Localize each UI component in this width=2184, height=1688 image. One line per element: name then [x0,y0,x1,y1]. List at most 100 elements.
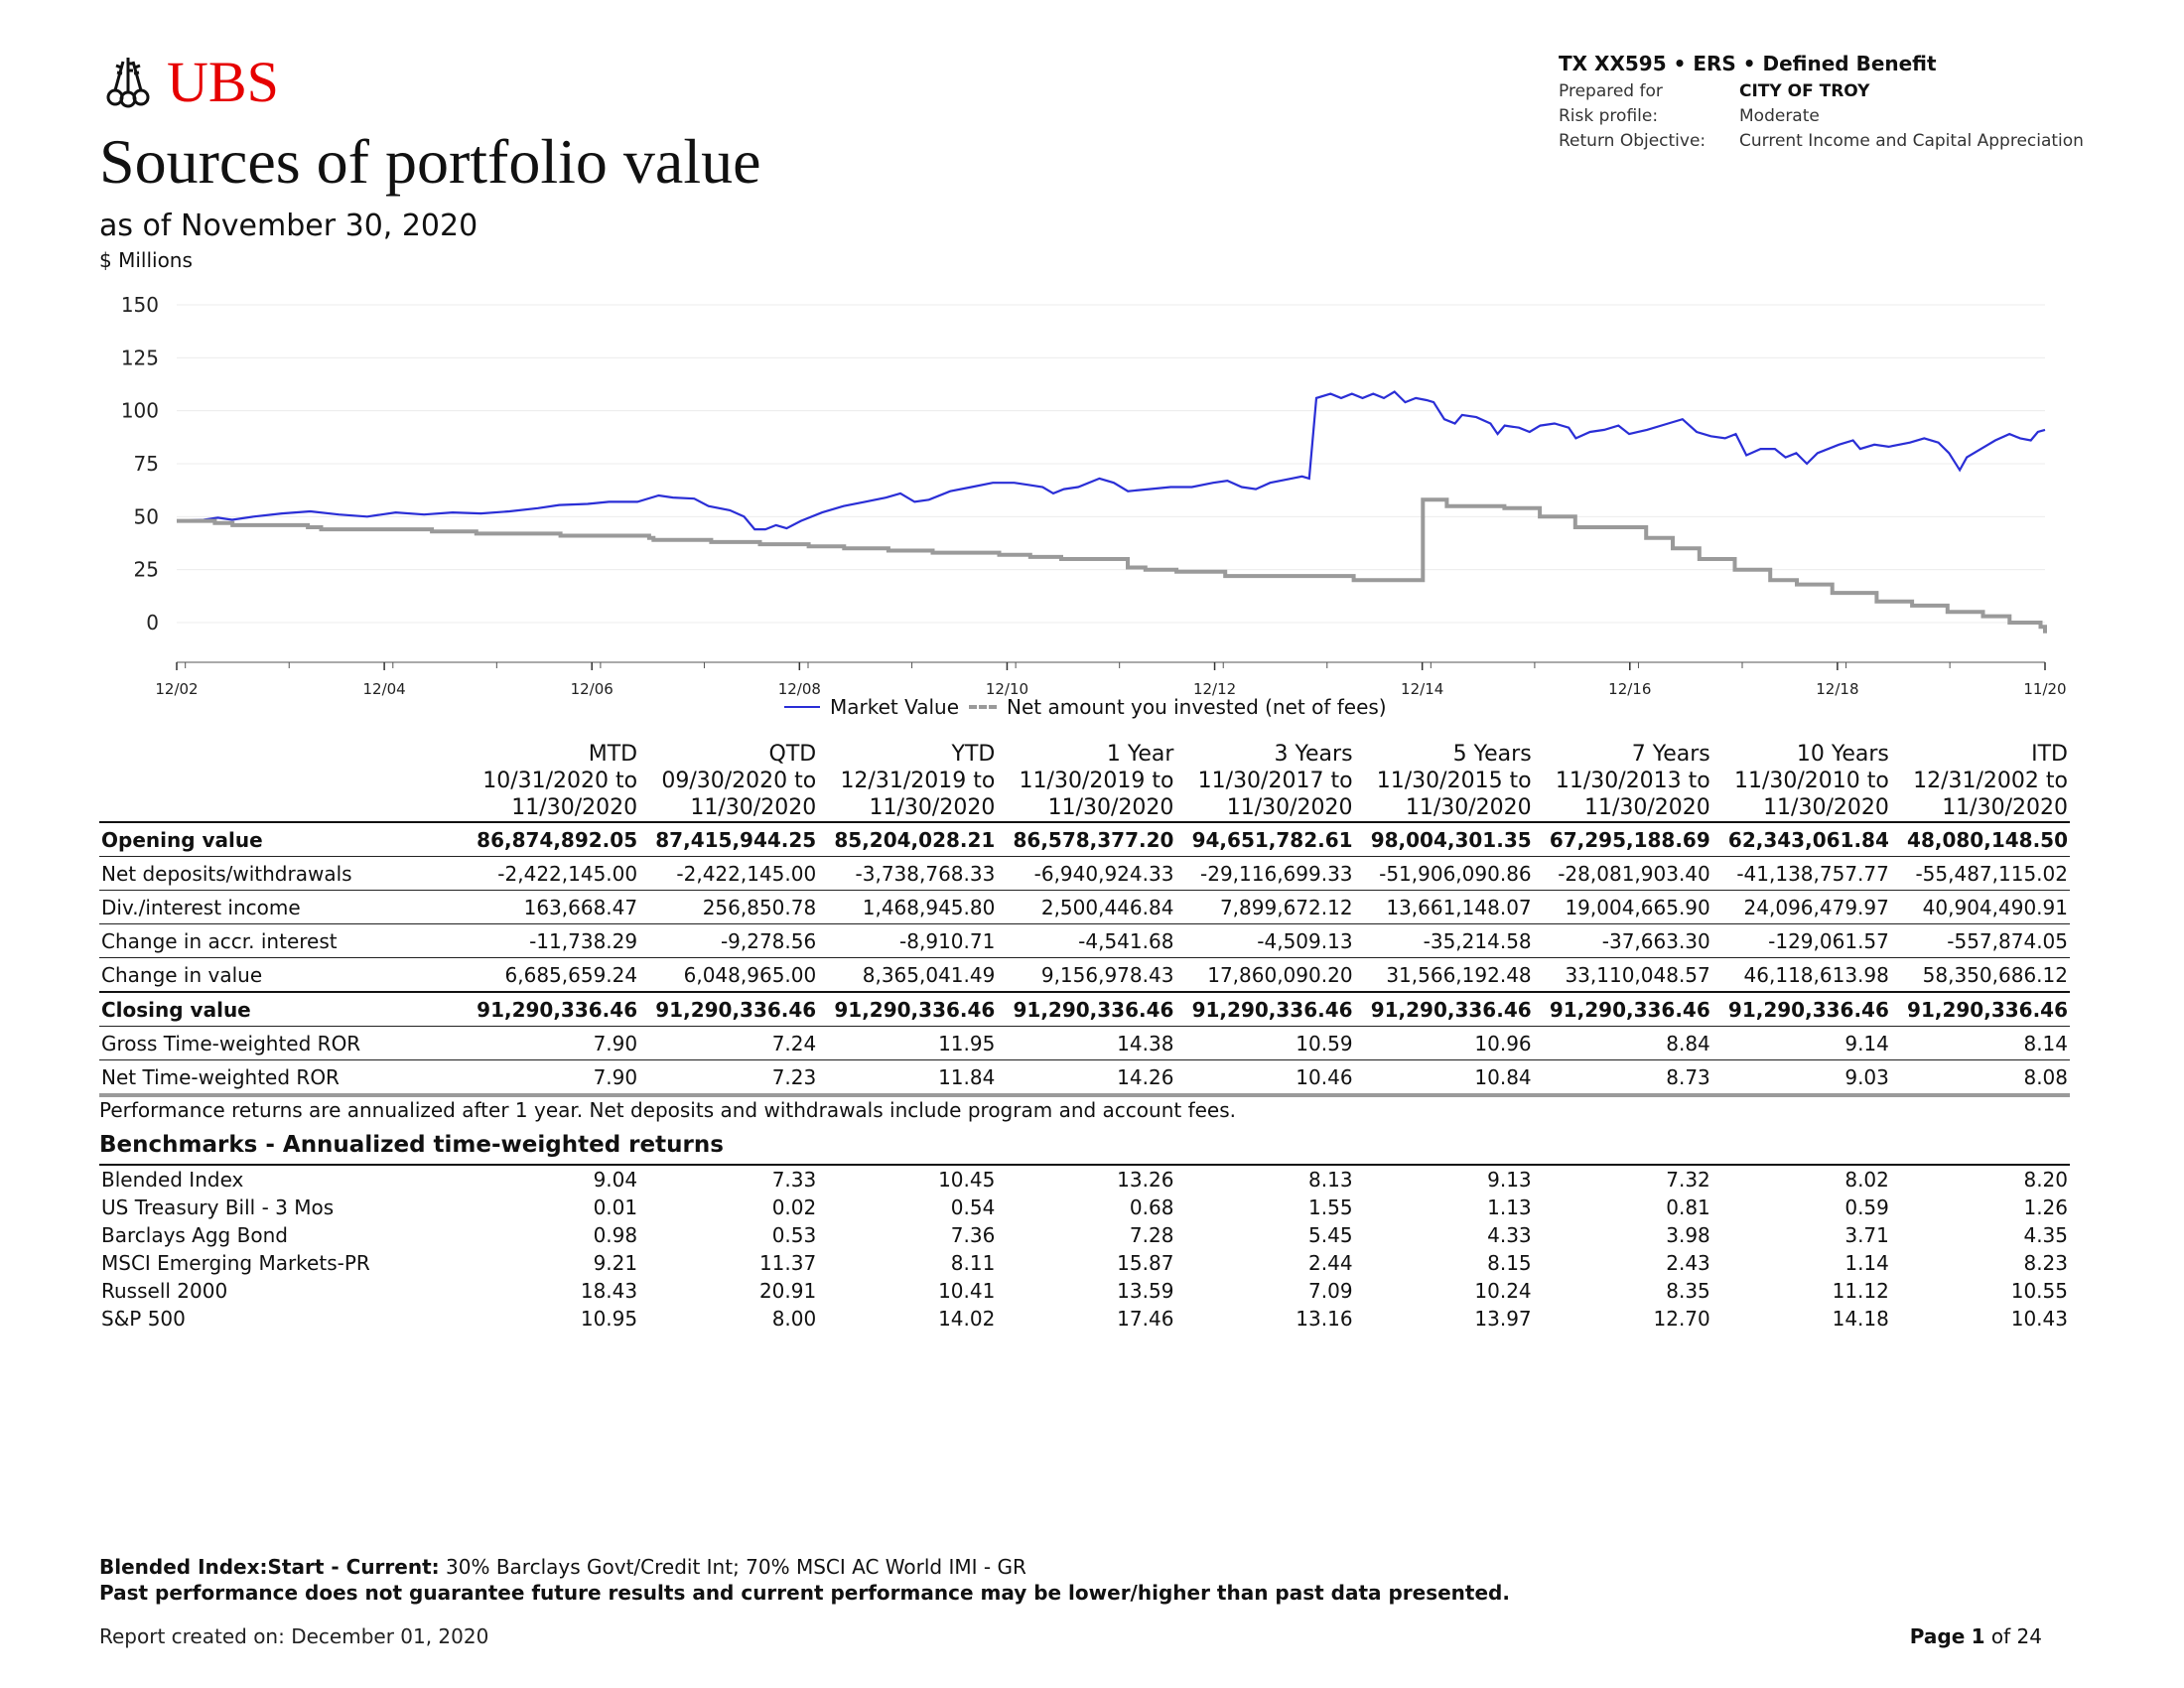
table-cell: 46,118,613.98 [1711,957,1891,992]
col-from: 12/31/2002 to [1913,769,2068,793]
table-cell: 94,651,782.61 [1175,821,1355,857]
col-to: 11/30/2020 [1047,795,1174,820]
table-cell: 40,904,490.91 [1890,890,2070,924]
account-value: Moderate [1739,106,1820,126]
table-cell: 98,004,301.35 [1354,821,1534,857]
benchmark-cell: 3.98 [1666,1223,1710,1247]
table-cell: -41,138,757.77 [1711,856,1891,891]
benchmark-row: Russell 2000 18.43 20.91 10.41 13.59 7.09 10.2… [99,1277,2070,1305]
benchmark-cell: 11.37 [758,1251,817,1275]
table-cell: 31,566,192.48 [1354,957,1534,992]
benchmark-cell: 15.87 [1117,1251,1174,1275]
market-value-line [176,390,2046,531]
table-cell: -51,906,090.86 [1354,856,1534,891]
col-period: 5 Years [1452,742,1532,767]
row-label: Change in value [99,957,461,992]
col-to: 11/30/2020 [1583,795,1710,820]
table-row: Closing value 91,290,336.46 91,290,336.46 9… [99,991,2070,1027]
period-header-row: MTD QTD YTD 1 Year 3 Years 5 Years 7 Yea… [99,741,2070,768]
benchmark-cell: 0.68 [1129,1196,1174,1219]
col-from: 11/30/2010 to [1733,769,1889,793]
x-tick-label: 12/02 [155,680,198,698]
benchmark-cell: 2.44 [1308,1251,1353,1275]
logo-text: UBS [167,50,279,114]
benchmark-cell: 13.16 [1296,1307,1353,1331]
y-tick-label: 50 [134,504,159,528]
table-cell: -4,509.13 [1175,923,1355,958]
col-to: 11/30/2020 [1942,795,2068,820]
col-period: QTD [768,742,817,767]
table-cell: -28,081,903.40 [1533,856,1712,891]
y-tick-label: 75 [134,452,159,476]
benchmark-cell: 12.70 [1653,1307,1710,1331]
benchmark-cell: 13.97 [1474,1307,1532,1331]
benchmark-cell: 17.46 [1117,1307,1174,1331]
col-period: ITD [2031,742,2068,767]
benchmark-cell: 10.55 [2010,1279,2068,1303]
benchmark-cell: 9.21 [593,1251,638,1275]
table-cell: 8.73 [1533,1059,1712,1097]
table-cell: -2,422,145.00 [639,856,819,891]
table-row: Net Time-weighted ROR 7.90 7.23 11.84 14.26 1… [99,1059,2070,1097]
benchmark-cell: 2.43 [1666,1251,1710,1275]
y-tick-label: 150 [121,293,159,317]
table-row: Change in value 6,685,659.24 6,048,965.00 8… [99,957,2070,992]
col-period: 3 Years [1274,742,1353,767]
legend-market-label: Market Value [830,695,960,719]
benchmark-label: Barclays Agg Bond [101,1223,288,1247]
x-tick-label: 12/14 [1401,680,1443,698]
benchmark-cell: 0.01 [593,1196,638,1219]
table-cell: 91,290,336.46 [1354,991,1534,1027]
benchmark-cell: 10.45 [938,1168,996,1192]
account-key: Risk profile: [1559,106,1659,126]
col-from: 11/30/2013 to [1555,769,1710,793]
benchmark-row: MSCI Emerging Markets-PR 9.21 11.37 8.11 15.… [99,1249,2070,1277]
benchmark-cell: 1.55 [1308,1196,1353,1219]
col-to: 11/30/2020 [869,795,996,820]
y-tick-label: 0 [146,611,159,634]
benchmark-cell: 1.14 [1844,1251,1889,1275]
table-cell: 91,290,336.46 [1175,991,1355,1027]
benchmark-cell: 8.11 [950,1251,996,1275]
table-cell: -37,663.30 [1533,923,1712,958]
table-cell: 58,350,686.12 [1890,957,2070,992]
table-cell: 19,004,665.90 [1533,890,1712,924]
account-info: TX XX595 • ERS • Defined Benefit Prepare… [1559,52,2084,154]
account-key: Return Objective: [1559,131,1706,151]
x-tick-label: 12/10 [986,680,1028,698]
col-to: 11/30/2020 [511,795,638,820]
row-label: Opening value [99,821,461,857]
benchmark-cell: 7.09 [1308,1279,1353,1303]
table-cell: 7.23 [639,1059,819,1097]
table-cell: 10.84 [1354,1059,1534,1097]
table-cell: 1,468,945.80 [818,890,998,924]
legend-invested-label: Net amount you invested (net of fees) [1007,695,1387,719]
y-tick-label: 125 [121,346,159,369]
benchmarks-title: Benchmarks - Annualized time-weighted re… [99,1132,724,1158]
y-tick-label: 100 [121,399,159,423]
table-cell: 91,290,336.46 [1533,991,1712,1027]
header-blank [99,741,461,768]
benchmark-label: MSCI Emerging Markets-PR [101,1251,370,1275]
table-cell: 7.90 [461,1026,640,1060]
x-tick-label: 12/08 [778,680,821,698]
table-cell: -3,738,768.33 [818,856,998,891]
legend-market-swatch [784,706,820,708]
account-value: CITY OF TROY [1739,81,1870,101]
benchmark-cell: 4.33 [1487,1223,1532,1247]
table-cell: 91,290,336.46 [818,991,998,1027]
benchmark-cell: 8.23 [2023,1251,2068,1275]
table-cell: 86,874,892.05 [461,821,640,857]
header-blank [99,794,461,822]
col-period: MTD [588,742,638,767]
benchmark-cell: 18.43 [580,1279,638,1303]
account-line: TX XX595 • ERS • Defined Benefit [1559,52,1937,75]
blended-text: 30% Barclays Govt/Credit Int; 70% MSCI A… [439,1555,1026,1579]
benchmark-cell: 14.18 [1832,1307,1889,1331]
page-num: 1 [1971,1624,1985,1648]
units-label: $ Millions [99,248,193,272]
benchmark-cell: 7.28 [1129,1223,1174,1247]
table-cell: -29,116,699.33 [1175,856,1355,891]
row-label: Closing value [99,991,461,1027]
benchmark-cell: 13.59 [1117,1279,1174,1303]
